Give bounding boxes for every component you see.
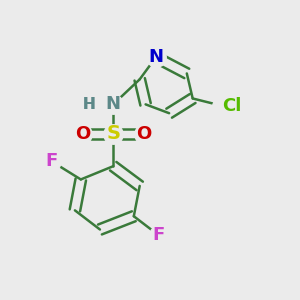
Text: O: O — [136, 125, 152, 143]
Text: N: N — [148, 48, 164, 66]
Text: F: F — [153, 226, 165, 244]
Text: H: H — [83, 97, 95, 112]
Text: S: S — [106, 124, 120, 143]
Text: N: N — [106, 95, 121, 113]
Text: F: F — [45, 152, 58, 170]
Text: H: H — [83, 97, 95, 112]
Text: O: O — [75, 125, 90, 143]
Text: Cl: Cl — [222, 97, 242, 115]
